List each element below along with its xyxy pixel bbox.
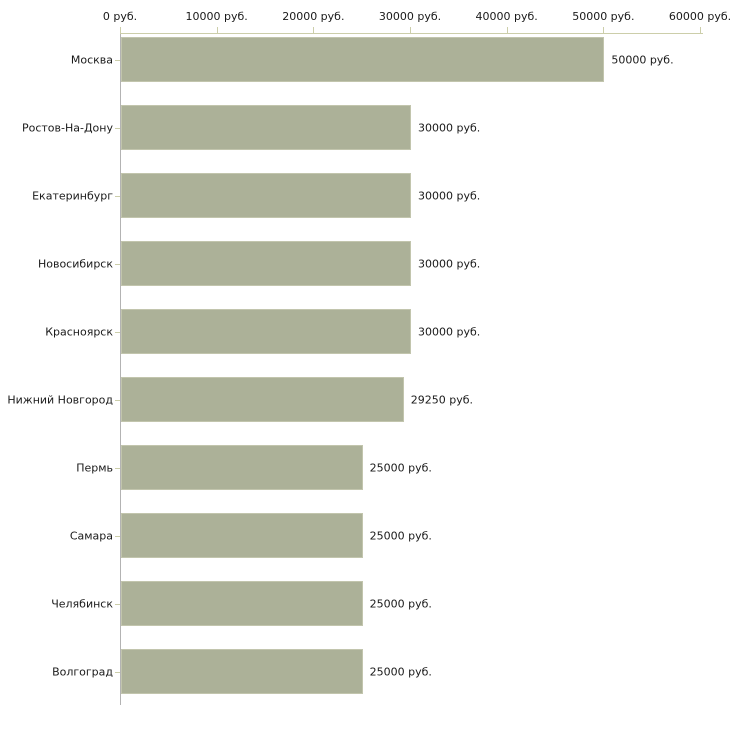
value-label: 25000 руб. xyxy=(369,529,432,542)
category-tick xyxy=(115,535,120,537)
x-axis-tick xyxy=(216,27,218,34)
value-bar xyxy=(121,241,411,286)
value-label: 29250 руб. xyxy=(410,393,474,406)
category-tick xyxy=(115,603,120,605)
category-tick xyxy=(115,467,120,469)
category-label: Волгоград xyxy=(52,665,113,678)
value-bar xyxy=(121,173,411,218)
value-bar xyxy=(121,513,363,558)
category-label: Новосибирск xyxy=(37,257,113,270)
x-axis-tick xyxy=(700,27,701,34)
value-label: 30000 руб. xyxy=(418,121,481,134)
category-tick xyxy=(115,195,120,197)
x-axis-tick xyxy=(410,27,411,34)
y-axis-baseline xyxy=(120,33,121,705)
category-tick xyxy=(115,59,120,61)
x-axis-tick xyxy=(506,27,508,34)
category-tick xyxy=(115,263,120,265)
category-label: Екатеринбург xyxy=(32,189,113,202)
x-axis-tick xyxy=(313,27,315,34)
category-label: Самара xyxy=(69,529,113,542)
value-label: 25000 руб. xyxy=(369,461,432,474)
value-label: 30000 руб. xyxy=(418,189,481,202)
category-tick xyxy=(115,671,120,673)
value-label: 30000 руб. xyxy=(418,257,481,270)
category-tick xyxy=(115,331,120,333)
value-label: 30000 руб. xyxy=(418,325,481,338)
x-axis-tick xyxy=(603,27,605,34)
value-bar xyxy=(121,445,363,490)
category-tick xyxy=(115,399,120,401)
x-axis-tick-label: 10000 руб. xyxy=(185,10,248,23)
x-axis-tick-label: 40000 руб. xyxy=(475,10,538,23)
value-label: 50000 руб. xyxy=(611,53,674,66)
x-axis-tick-label: 50000 руб. xyxy=(572,10,635,23)
value-bar xyxy=(121,37,605,82)
category-tick xyxy=(115,127,120,129)
value-bar xyxy=(121,581,363,626)
x-axis-tick-label: 0 руб. xyxy=(102,10,138,23)
category-label: Москва xyxy=(70,53,113,66)
category-label: Пермь xyxy=(76,461,113,474)
category-label: Красноярск xyxy=(45,325,113,338)
x-axis-tick-label: 60000 руб. xyxy=(668,10,730,23)
category-label: Ростов-На-Дону xyxy=(21,121,113,134)
value-label: 25000 руб. xyxy=(369,665,432,678)
x-axis-tick-label: 20000 руб. xyxy=(282,10,345,23)
value-bar xyxy=(121,105,411,150)
x-axis-tick xyxy=(120,27,121,34)
value-bar xyxy=(121,649,363,694)
category-label: Челябинск xyxy=(51,597,113,610)
x-axis-tick-label: 30000 руб. xyxy=(378,10,442,23)
value-bar xyxy=(121,377,404,422)
category-label: Нижний Новгород xyxy=(7,393,113,406)
value-bar xyxy=(121,309,411,354)
value-label: 25000 руб. xyxy=(369,597,432,610)
x-axis-line xyxy=(120,33,703,34)
